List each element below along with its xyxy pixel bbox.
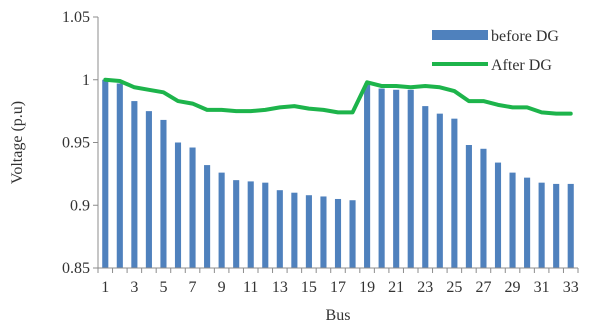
before-dg-bars	[102, 79, 574, 269]
bar-bus-28	[494, 162, 502, 268]
x-tick-label: 27	[475, 279, 491, 296]
x-tick-label: 29	[505, 279, 521, 296]
bar-bus-4	[145, 111, 152, 268]
bar-bus-22	[407, 89, 414, 268]
x-tick-label: 33	[563, 279, 579, 296]
bar-bus-5	[160, 119, 167, 268]
x-tick-label: 15	[301, 279, 317, 296]
legend-label-before-dg: before DG	[491, 28, 559, 45]
bar-bus-27	[480, 148, 487, 268]
bar-bus-3	[131, 101, 138, 268]
y-tick-label: 0.9	[70, 197, 90, 214]
bar-bus-12	[262, 182, 269, 268]
x-tick-label: 9	[218, 279, 226, 296]
legend: before DG After DG	[432, 28, 559, 74]
bar-bus-18	[349, 200, 356, 268]
bar-bus-13	[276, 190, 283, 268]
bar-bus-9	[218, 172, 225, 268]
bar-bus-33	[567, 183, 574, 268]
bar-bus-26	[465, 145, 472, 268]
bar-bus-15	[305, 195, 312, 268]
x-tick-label: 23	[417, 279, 433, 296]
bar-bus-1	[102, 79, 109, 268]
x-tick-label: 21	[388, 279, 404, 296]
x-tick-label: 19	[359, 279, 375, 296]
bar-bus-17	[334, 198, 342, 268]
bar-bus-10	[233, 180, 240, 268]
y-tick-label: 1.05	[62, 9, 90, 26]
x-tick-label: 1	[101, 279, 109, 296]
bar-bus-31	[538, 182, 545, 268]
bar-bus-16	[320, 196, 327, 268]
x-tick-label: 3	[130, 279, 138, 296]
bar-bus-24	[436, 113, 443, 268]
bar-bus-23	[422, 106, 429, 268]
bar-bus-11	[247, 181, 254, 268]
bar-bus-32	[553, 183, 560, 268]
x-tick-label: 7	[189, 279, 197, 296]
x-tick-label: 31	[534, 279, 550, 296]
y-tick-label: 0.85	[62, 260, 90, 277]
bar-bus-2	[116, 83, 123, 269]
after-dg-line	[103, 77, 573, 116]
x-axis-title: Bus	[326, 307, 351, 324]
x-tick-label: 5	[159, 279, 167, 296]
y-axis-title: Voltage (p.u)	[9, 101, 26, 184]
bar-bus-19	[364, 83, 371, 269]
bar-bus-21	[393, 89, 400, 268]
bar-bus-25	[451, 118, 458, 268]
x-tick-label: 25	[446, 279, 462, 296]
bar-bus-6	[174, 142, 182, 268]
legend-swatch-before-dg	[432, 30, 488, 40]
bar-bus-14	[291, 192, 298, 268]
bar-bus-7	[189, 147, 196, 268]
x-tick-label: 17	[330, 279, 346, 296]
bar-bus-29	[509, 172, 516, 268]
legend-label-after-dg: After DG	[491, 57, 552, 74]
x-tick-label: 11	[243, 279, 258, 296]
bar-bus-8	[204, 165, 211, 268]
bar-bus-30	[524, 177, 531, 268]
bar-bus-20	[378, 88, 385, 268]
x-tick-label: 13	[272, 279, 288, 296]
after-dg-line-group	[103, 77, 573, 116]
y-tick-label: 1	[82, 72, 90, 89]
y-tick-label: 0.95	[62, 135, 90, 152]
